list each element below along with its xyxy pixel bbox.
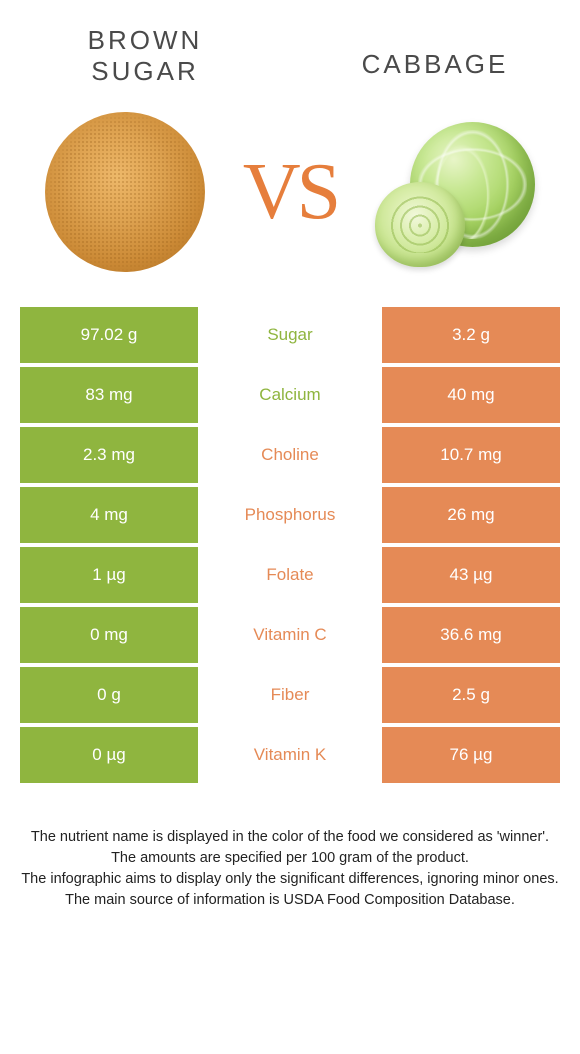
nutrient-name: Vitamin K [198, 727, 382, 783]
footnote-line: The nutrient name is displayed in the co… [18, 827, 562, 848]
nutrient-name: Calcium [198, 367, 382, 423]
right-value: 2.5 g [382, 667, 560, 723]
left-value: 0 µg [20, 727, 198, 783]
left-food-title: BrownSugar [55, 25, 235, 87]
right-value: 26 mg [382, 487, 560, 543]
table-row: 0 mgVitamin C36.6 mg [20, 607, 560, 663]
right-value: 10.7 mg [382, 427, 560, 483]
left-food-image [40, 107, 210, 277]
table-row: 4 mgPhosphorus26 mg [20, 487, 560, 543]
nutrient-name: Choline [198, 427, 382, 483]
right-value: 76 µg [382, 727, 560, 783]
nutrient-name: Folate [198, 547, 382, 603]
right-value: 3.2 g [382, 307, 560, 363]
left-value: 83 mg [20, 367, 198, 423]
right-food-image [370, 107, 540, 277]
right-value: 36.6 mg [382, 607, 560, 663]
nutrient-name: Sugar [198, 307, 382, 363]
table-row: 2.3 mgCholine10.7 mg [20, 427, 560, 483]
vs-label: VS [243, 147, 337, 238]
cabbage-icon [375, 117, 535, 267]
footnote-line: The main source of information is USDA F… [18, 890, 562, 911]
nutrient-name: Fiber [198, 667, 382, 723]
right-value: 40 mg [382, 367, 560, 423]
footnote-line: The amounts are specified per 100 gram o… [18, 848, 562, 869]
right-value: 43 µg [382, 547, 560, 603]
brown-sugar-icon [45, 112, 205, 272]
table-row: 97.02 gSugar3.2 g [20, 307, 560, 363]
left-value: 0 mg [20, 607, 198, 663]
table-row: 1 µgFolate43 µg [20, 547, 560, 603]
table-row: 0 gFiber2.5 g [20, 667, 560, 723]
footnotes: The nutrient name is displayed in the co… [0, 787, 580, 911]
left-value: 0 g [20, 667, 198, 723]
nutrient-name: Vitamin C [198, 607, 382, 663]
nutrient-table: 97.02 gSugar3.2 g83 mgCalcium40 mg2.3 mg… [20, 307, 560, 783]
footnote-line: The infographic aims to display only the… [18, 869, 562, 890]
left-value: 97.02 g [20, 307, 198, 363]
table-row: 83 mgCalcium40 mg [20, 367, 560, 423]
left-value: 4 mg [20, 487, 198, 543]
right-food-title: Cabbage [345, 49, 525, 80]
left-value: 2.3 mg [20, 427, 198, 483]
left-value: 1 µg [20, 547, 198, 603]
nutrient-name: Phosphorus [198, 487, 382, 543]
table-row: 0 µgVitamin K76 µg [20, 727, 560, 783]
